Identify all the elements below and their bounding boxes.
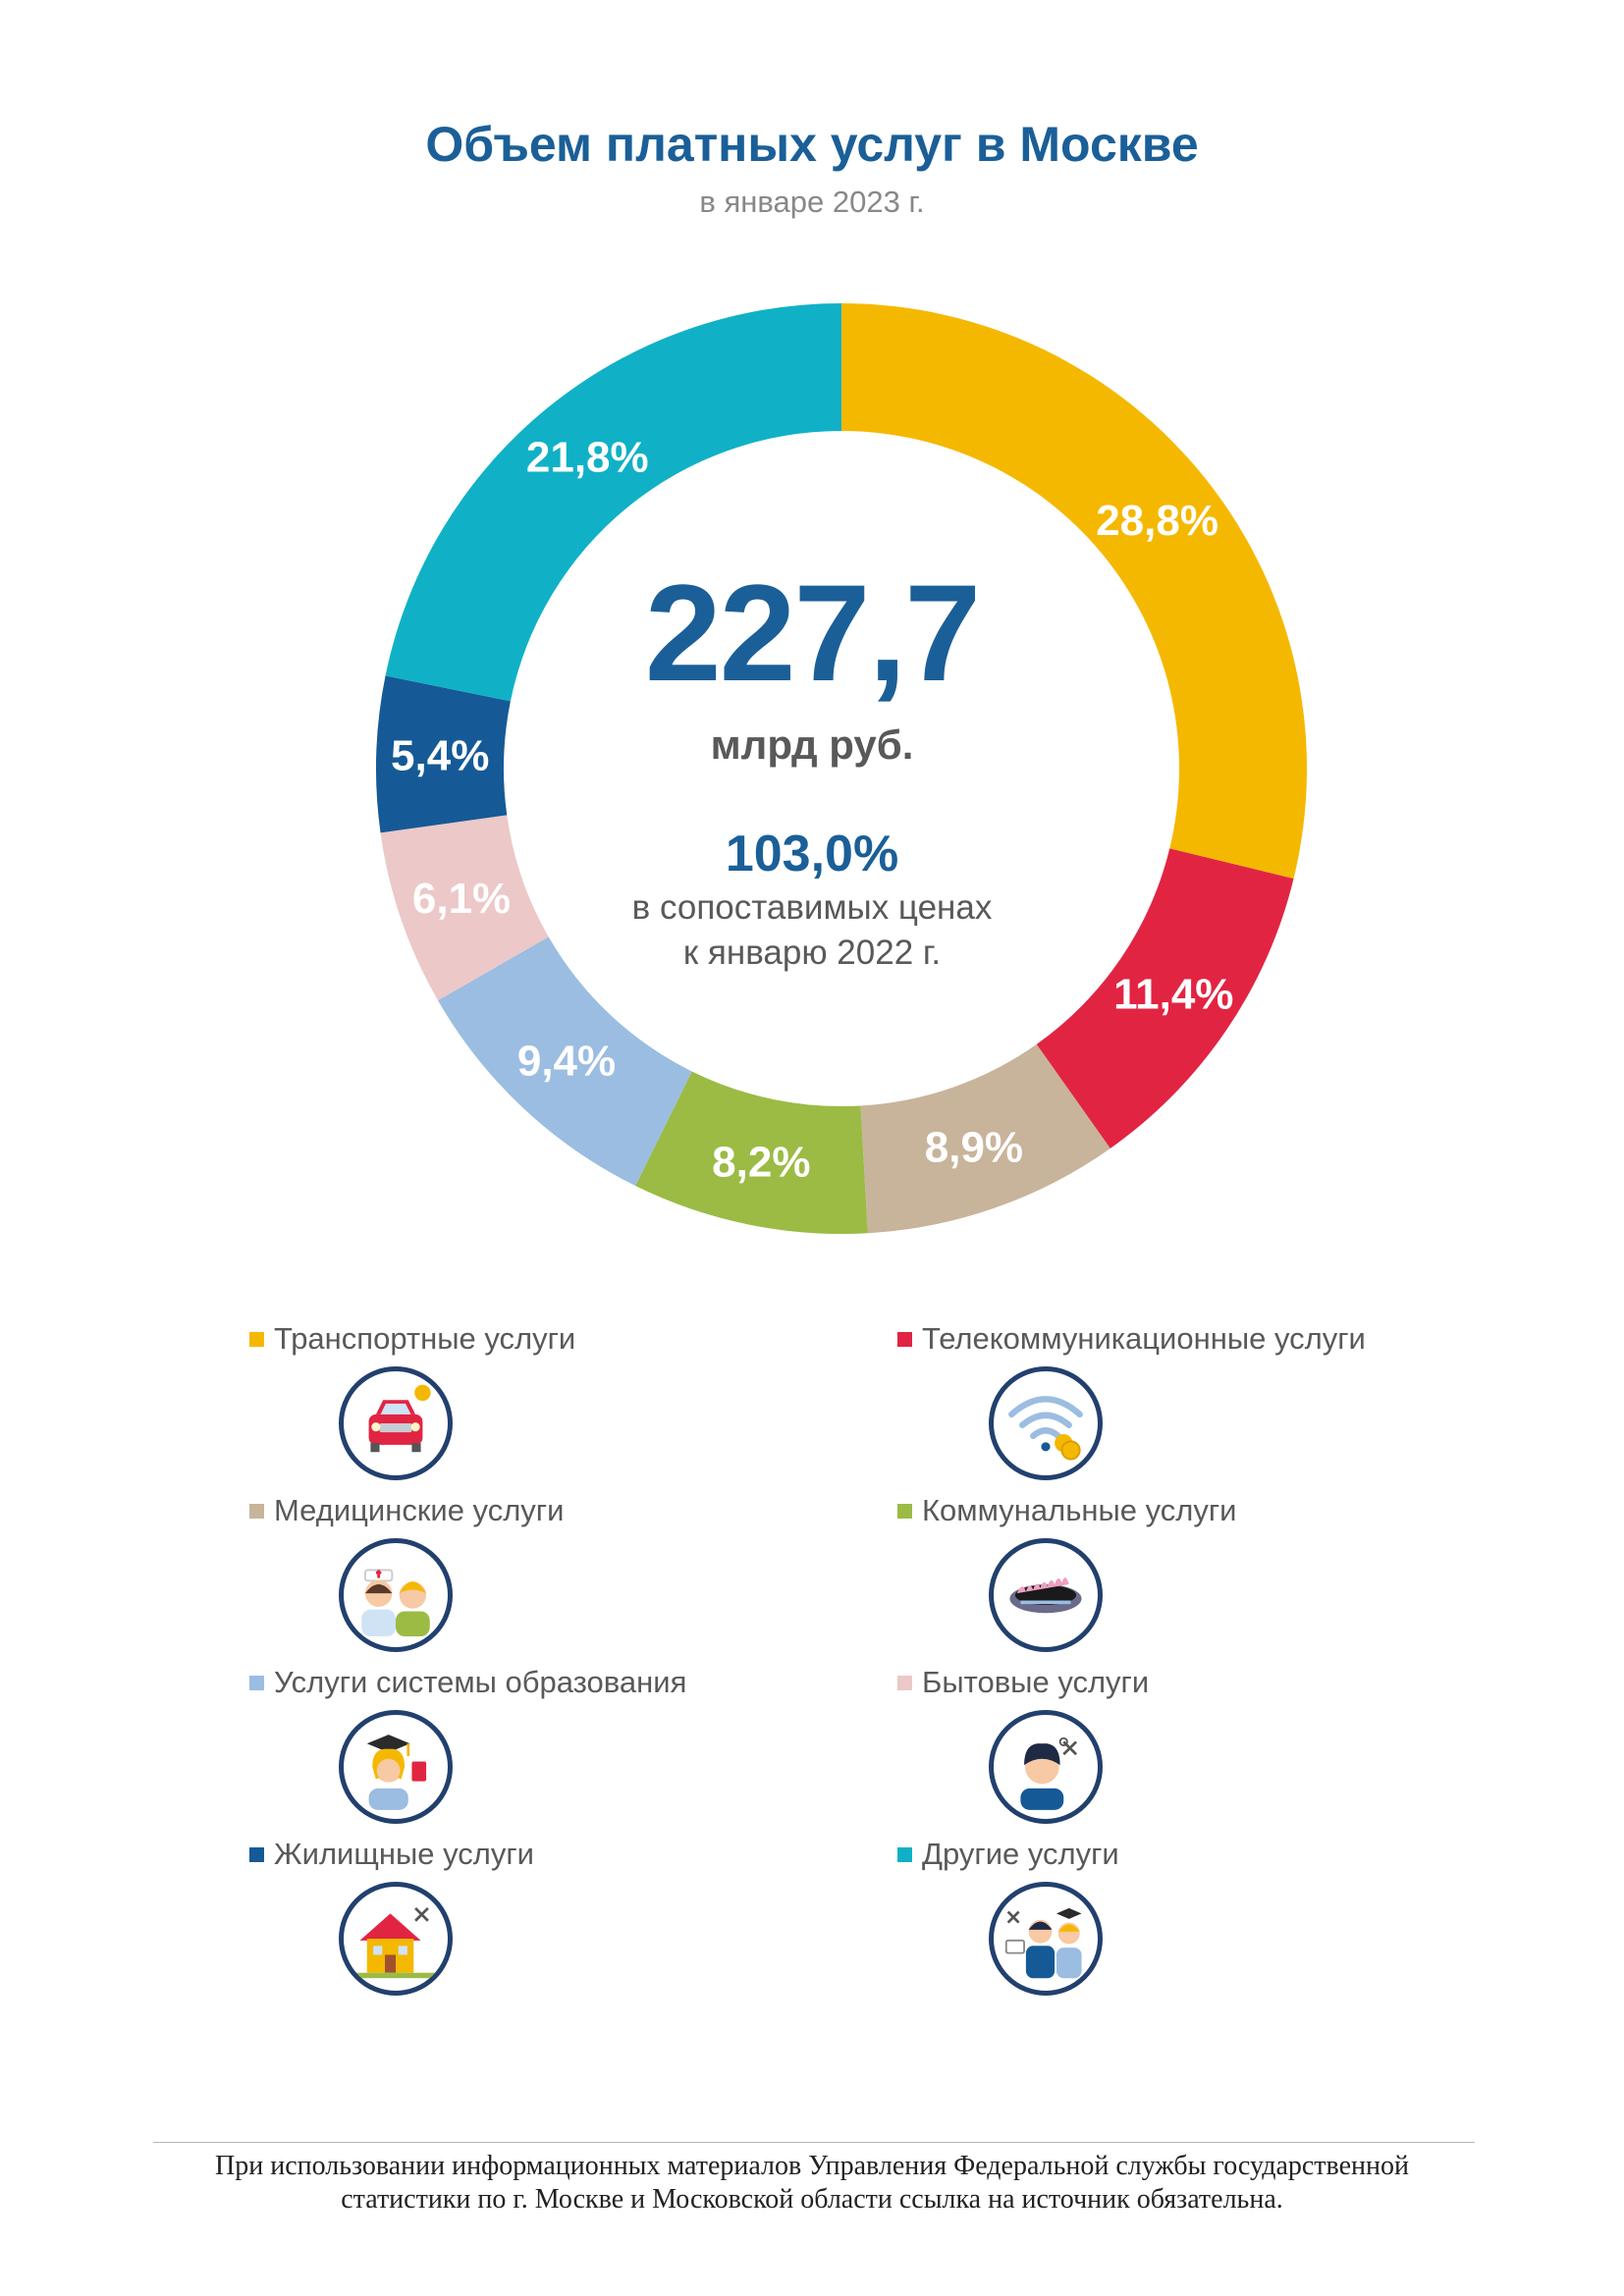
legend-swatch <box>897 1846 912 1862</box>
donut-slice-housing <box>375 675 511 833</box>
slice-label-telecom: 11,4% <box>1113 970 1233 1018</box>
legend-item-transport: Транспортные услуги <box>249 1321 799 1357</box>
slice-label-utilities: 8,2% <box>712 1138 810 1186</box>
donut-slice-telecom <box>1036 848 1294 1148</box>
footer-line2: статистики по г. Москве и Московской обл… <box>341 2184 1283 2215</box>
barber-icon <box>989 1710 1103 1824</box>
legend-swatch <box>249 1331 264 1347</box>
slice-label-other: 21,8% <box>526 434 649 482</box>
price-index-note-line1: в сопоставимых ценах <box>631 888 993 927</box>
legend-label: Услуги системы образования <box>274 1665 687 1699</box>
slice-label-housing: 5,4% <box>391 732 489 780</box>
legend-swatch <box>897 1331 912 1347</box>
slice-label-medical: 8,9% <box>925 1124 1023 1172</box>
legend-label: Бытовые услуги <box>922 1665 1150 1699</box>
legend-label: Транспортные услуги <box>274 1321 576 1356</box>
donut-slice-household <box>380 815 549 1001</box>
legend-item-housing: Жилищные услуги <box>249 1837 799 1872</box>
graduate-icon <box>339 1710 453 1824</box>
doctor-patient-icon <box>339 1538 453 1652</box>
total-unit: млрд руб. <box>710 721 914 768</box>
donut-slice-other <box>385 303 841 702</box>
services-group-icon <box>989 1882 1103 1996</box>
legend-item-education: Услуги системы образования <box>249 1665 799 1700</box>
donut-slice-education <box>438 936 692 1187</box>
house-icon <box>339 1882 453 1996</box>
legend-label: Телекоммуникационные услуги <box>922 1321 1366 1356</box>
car-icon <box>339 1366 453 1480</box>
footer-line1: При использовании информационных материа… <box>215 2151 1409 2181</box>
footer-note: При использовании информационных материа… <box>128 2150 1496 2216</box>
slice-label-education: 9,4% <box>517 1038 616 1086</box>
page-subtitle: в январе 2023 г. <box>699 185 925 219</box>
legend-swatch <box>897 1503 912 1519</box>
total-value: 227,7 <box>644 556 981 710</box>
footer-divider <box>153 2142 1475 2143</box>
wifi-icon <box>989 1366 1103 1480</box>
legend-item-household: Бытовые услуги <box>897 1665 1447 1700</box>
legend-swatch <box>897 1675 912 1690</box>
legend-label: Медицинские услуги <box>274 1493 565 1527</box>
legend-label: Жилищные услуги <box>274 1837 534 1871</box>
legend-swatch <box>249 1846 264 1862</box>
price-index-note: в сопоставимых ценах к январю 2022 г. <box>0 885 1624 976</box>
legend-item-telecom: Телекоммуникационные услуги <box>897 1321 1447 1357</box>
donut-slice-utilities <box>635 1071 868 1234</box>
gas-stove-icon <box>989 1538 1103 1652</box>
legend-item-utilities: Коммунальные услуги <box>897 1493 1447 1528</box>
legend-item-other: Другие услуги <box>897 1837 1447 1872</box>
legend-label: Другие услуги <box>922 1837 1119 1871</box>
legend-swatch <box>249 1675 264 1690</box>
donut-slice-transport <box>841 303 1307 880</box>
legend-item-medical: Медицинские услуги <box>249 1493 799 1528</box>
slice-label-household: 6,1% <box>412 875 511 923</box>
legend-swatch <box>249 1503 264 1519</box>
donut-slice-medical <box>860 1043 1110 1234</box>
slice-label-transport: 28,8% <box>1096 497 1218 545</box>
page-title: Объем платных услуг в Москве <box>425 117 1199 172</box>
legend-label: Коммунальные услуги <box>922 1493 1237 1527</box>
price-index-note-line2: к январю 2022 г. <box>682 934 942 972</box>
donut-chart: 28,8% 11,4% 8,9% 8,2% 9,4% 6,1% 5,4% 21,8% <box>375 303 1307 1234</box>
price-index: 103,0% <box>725 826 899 882</box>
